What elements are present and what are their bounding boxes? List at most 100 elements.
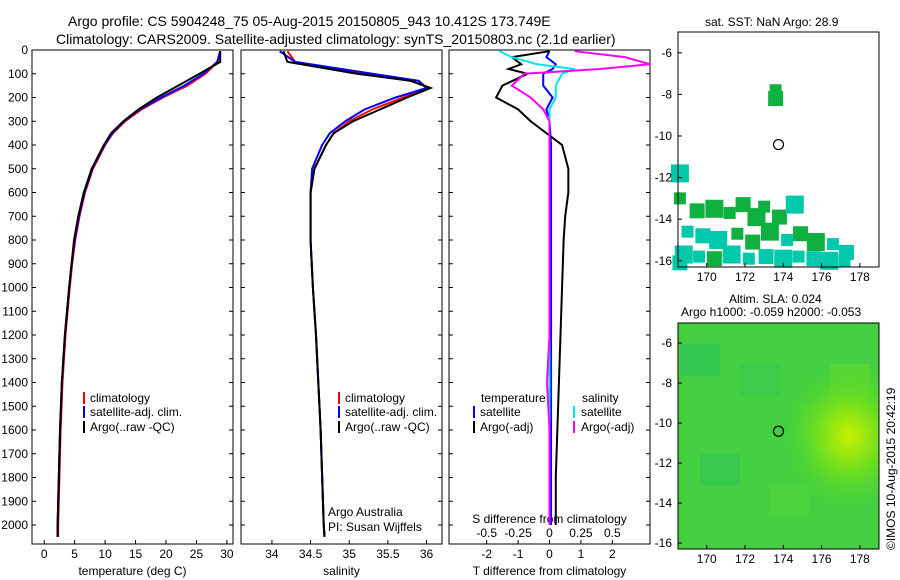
x-tick-label: 1 — [578, 547, 585, 561]
x-axis-label: T difference from climatology — [473, 564, 627, 578]
sst-cell — [774, 249, 793, 268]
sst-cell — [670, 164, 689, 183]
x-tick-label: 25 — [190, 547, 204, 561]
map-y-tick-label: -14 — [655, 496, 673, 510]
sst-cell — [689, 203, 705, 219]
legend-label-temp-satellite: satellite — [480, 405, 521, 419]
legend-label-temp-argo: Argo(-adj) — [480, 420, 533, 434]
s-tick-label: 0.25 — [569, 526, 593, 540]
sst-cell — [793, 226, 809, 242]
y-tick-label: 800 — [8, 233, 28, 247]
sst-cell — [758, 200, 771, 213]
diff-series-line-2 — [498, 50, 575, 525]
legend-label-argo: Argo(..raw -QC) — [345, 420, 430, 434]
s-tick-label: -0.5 — [476, 526, 497, 540]
sst-cell — [673, 192, 686, 205]
sst-map-title: sat. SST: NaN Argo: 28.9 — [705, 15, 839, 29]
y-tick-label: 1400 — [1, 376, 28, 390]
y-tick-label: 1700 — [1, 447, 28, 461]
legend-heading-temperature: temperature — [481, 391, 546, 405]
x-tick-label: 5 — [71, 547, 78, 561]
y-tick-label: 900 — [8, 257, 28, 271]
map-y-tick-label: -8 — [661, 376, 672, 390]
y-tick-label: 2000 — [1, 518, 28, 532]
y-tick-label: 0 — [21, 43, 28, 57]
sst-map-frame — [677, 31, 880, 268]
figure-title-line2: Climatology: CARS2009. Satellite-adjuste… — [56, 31, 616, 47]
series-line-0 — [57, 50, 222, 537]
sst-cell — [827, 238, 840, 251]
y-tick-label: 200 — [8, 91, 28, 105]
s-tick-label: 0 — [546, 526, 553, 540]
map-y-tick-label: -14 — [655, 212, 673, 226]
difference-legend: temperature salinity satellite Argo(-adj… — [473, 391, 634, 434]
map-y-tick-label: -8 — [661, 87, 672, 101]
sst-cell — [806, 233, 825, 252]
credit-line2: PI: Susan Wijffels — [328, 520, 422, 534]
sst-cell — [722, 245, 741, 264]
x-tick-label: -1 — [513, 547, 524, 561]
temperature-plot: 0100200300400500600700800900100011001200… — [1, 43, 234, 578]
x-tick-label: 2 — [609, 547, 616, 561]
figure-title-line1: Argo profile: CS 5904248_75 05-Aug-2015 … — [68, 13, 551, 29]
sst-cell — [760, 222, 779, 241]
sst-cell — [693, 250, 706, 263]
legend-label-satellite: satellite-adj. clim. — [90, 405, 182, 419]
legend-label-argo: Argo(..raw -QC) — [90, 420, 175, 434]
sst-cell — [731, 227, 744, 240]
x-tick-label: -2 — [481, 547, 492, 561]
y-tick-label: 700 — [8, 209, 28, 223]
sst-cell — [806, 251, 822, 267]
legend-label-sal-satellite: satellite — [581, 405, 622, 419]
legend-label-climatology: climatology — [345, 391, 405, 405]
x-tick-label: 35.5 — [376, 547, 400, 561]
sst-cell — [706, 251, 722, 267]
temperature-legend: climatology satellite-adj. clim. Argo(..… — [83, 391, 182, 434]
sst-cell — [681, 225, 694, 238]
series-line-0 — [286, 50, 434, 537]
map-y-tick-label: -6 — [661, 46, 672, 60]
legend-label-sal-argo: Argo(-adj) — [581, 420, 634, 434]
y-tick-label: 300 — [8, 114, 28, 128]
sst-cell — [705, 199, 724, 218]
map-x-tick-label: 170 — [697, 552, 717, 566]
sst-cell — [768, 91, 784, 107]
sst-cell — [672, 255, 688, 271]
sla-map: 170 172 174 176 178 -6 -8 -10 -12 -14 -16 — [655, 323, 879, 566]
x-axis-label: salinity — [323, 564, 360, 578]
map-y-tick-label: -10 — [655, 129, 673, 143]
legend-label-climatology: climatology — [90, 391, 150, 405]
sla-map-title2: Argo h1000: -0.059 h2000: -0.053 — [681, 305, 861, 319]
salinity-legend: climatology satellite-adj. clim. Argo(..… — [338, 391, 437, 434]
x-tick-label: 0 — [41, 547, 48, 561]
map-x-tick-label: 176 — [812, 270, 832, 284]
temperature-plot-frame — [31, 49, 234, 545]
sst-cell — [758, 249, 774, 265]
map-y-tick-label: -12 — [655, 456, 673, 470]
series-line-1 — [279, 50, 429, 537]
y-tick-label: 1200 — [1, 328, 28, 342]
y-tick-label: 1600 — [1, 423, 28, 437]
x-tick-label: 30 — [220, 547, 234, 561]
legend-heading-salinity: salinity — [582, 391, 619, 405]
series-line-2 — [56, 51, 222, 537]
diff-series-line-3 — [510, 50, 651, 525]
sst-cell — [695, 228, 711, 244]
credit-line1: Argo Australia — [328, 505, 403, 519]
sst-cell — [745, 234, 761, 250]
map-x-tick-label: 178 — [850, 552, 870, 566]
legend-label-satellite: satellite-adj. clim. — [345, 405, 437, 419]
x-tick-label: 0 — [546, 547, 553, 561]
x-tick-label: 35 — [343, 547, 357, 561]
sst-cell — [781, 233, 794, 246]
y-tick-label: 1300 — [1, 352, 28, 366]
s-tick-label: 0.5 — [604, 526, 621, 540]
map-x-tick-label: 178 — [850, 270, 870, 284]
y-tick-label: 1800 — [1, 471, 28, 485]
sla-map-frame — [677, 322, 880, 550]
series-line-2 — [282, 50, 434, 537]
x-tick-label: 10 — [98, 547, 112, 561]
sst-cell — [820, 251, 839, 270]
copyright-text: ©IMOS 10-Aug-2015 20:42:19 — [884, 387, 898, 550]
